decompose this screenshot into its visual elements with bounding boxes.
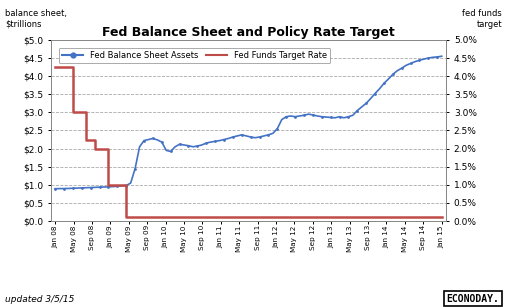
Text: fed funds
target: fed funds target [462,9,502,29]
Text: ECONODAY.: ECONODAY. [447,294,499,304]
Text: updated 3/5/15: updated 3/5/15 [5,295,75,304]
Text: balance sheet,
$trillions: balance sheet, $trillions [5,9,67,29]
Legend: Fed Balance Sheet Assets, Fed Funds Target Rate: Fed Balance Sheet Assets, Fed Funds Targ… [59,48,331,63]
Title: Fed Balance Sheet and Policy Rate Target: Fed Balance Sheet and Policy Rate Target [102,26,395,39]
